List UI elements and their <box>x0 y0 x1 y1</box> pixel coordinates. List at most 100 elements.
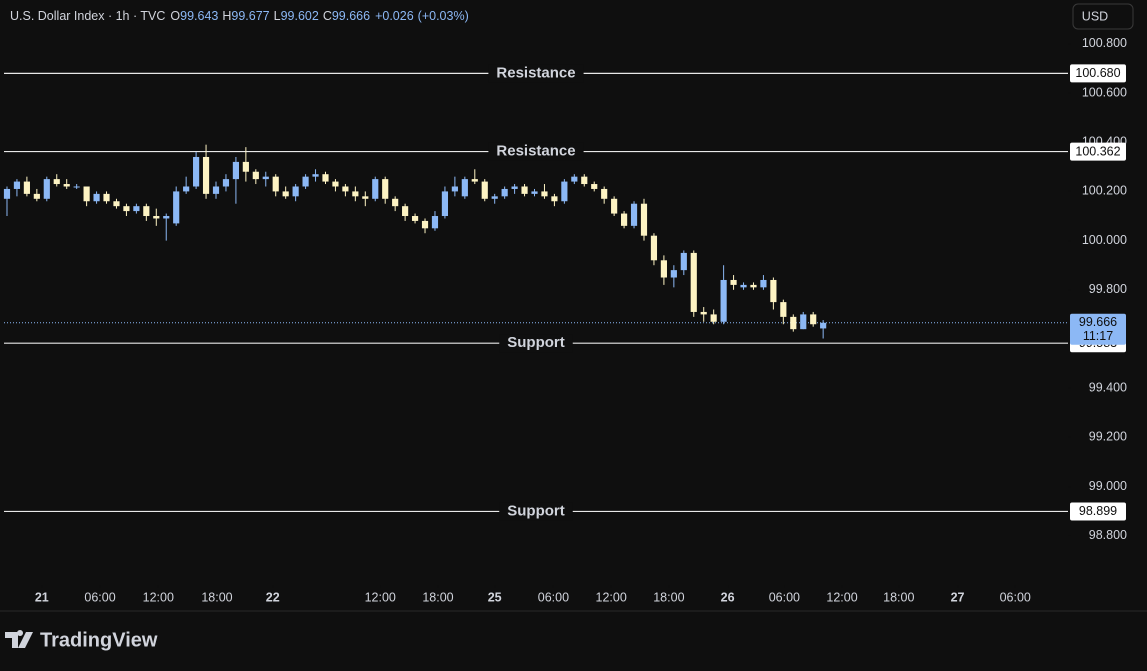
candle-body <box>73 186 80 188</box>
x-tick-label: 21 <box>35 590 49 604</box>
candle-body <box>591 184 598 189</box>
candle-body <box>531 191 538 194</box>
candle-body <box>720 279 727 322</box>
level-price-label: 98.899 <box>1079 504 1117 518</box>
candle-body <box>242 161 249 172</box>
level-price-box <box>1070 64 1126 83</box>
y-tick-label: 98.800 <box>1089 528 1127 542</box>
candle-body <box>441 191 449 217</box>
candle-body <box>760 279 767 288</box>
candle-body <box>810 314 817 325</box>
brand[interactable]: TradingView <box>5 629 158 651</box>
x-tick-label: 26 <box>721 590 735 604</box>
level-price-box <box>1070 502 1126 521</box>
candle-body <box>3 188 11 199</box>
x-tick-label: 18:00 <box>883 590 914 604</box>
level-name: Resistance <box>496 143 575 160</box>
level-name-bg <box>488 64 584 83</box>
x-tick-label: 12:00 <box>143 590 174 604</box>
x-tick-label: 06:00 <box>538 590 569 604</box>
level-price-label: 100.680 <box>1075 66 1120 80</box>
y-tick-label: 99.200 <box>1089 430 1127 444</box>
candle-body <box>372 179 379 199</box>
open-label: O <box>170 9 180 23</box>
y-tick-label: 99.800 <box>1089 282 1127 296</box>
y-tick-label: 100.000 <box>1082 233 1127 247</box>
candle-body <box>740 284 747 288</box>
candle-body <box>123 206 130 212</box>
x-tick-label: 06:00 <box>84 590 115 604</box>
candle-body <box>232 161 239 180</box>
y-tick-label: 99.400 <box>1089 381 1127 395</box>
x-tick-label: 12:00 <box>826 590 857 604</box>
change: +0.026 <box>375 9 414 23</box>
candle-body <box>133 206 140 212</box>
candle-body <box>163 216 170 219</box>
candle-body <box>640 203 648 236</box>
candle-body <box>392 198 399 207</box>
candle-body <box>402 206 409 217</box>
candle-body <box>382 179 389 199</box>
currency-button-frame[interactable] <box>1072 3 1134 30</box>
candle-body <box>113 201 120 207</box>
candle-body <box>630 203 638 226</box>
candle-body <box>700 311 707 315</box>
candle-body <box>431 216 439 229</box>
x-tick-label: 12:00 <box>365 590 396 604</box>
level-name-bg <box>499 502 573 521</box>
candle-body <box>352 191 359 197</box>
candle-body <box>521 186 528 194</box>
countdown: 11:17 <box>1083 329 1113 343</box>
high-label: H <box>222 9 231 23</box>
symbol: U.S. Dollar Index · 1h · TVC O99.643 H99.6… <box>10 9 469 23</box>
candle-body <box>501 188 508 197</box>
candle-body <box>561 181 568 202</box>
candle-body <box>362 196 369 199</box>
candle-body <box>193 156 200 187</box>
brand-logo[interactable] <box>5 629 33 648</box>
x-tick-label: 27 <box>951 590 965 604</box>
brand-name[interactable]: TradingView <box>40 629 158 651</box>
open-value: 99.643 <box>180 9 218 23</box>
candle-body <box>471 179 478 182</box>
low-label: L <box>274 9 281 23</box>
candle-body <box>541 191 548 197</box>
candle-body <box>730 279 737 285</box>
candle-body <box>93 193 100 202</box>
candle-body <box>272 176 279 192</box>
candle-body <box>451 186 458 192</box>
level-name: Resistance <box>496 64 575 81</box>
candle-body <box>611 198 618 214</box>
close-label: C <box>323 9 332 23</box>
candle-body <box>262 176 269 180</box>
level-name-bg <box>488 142 584 161</box>
candle-body <box>332 181 339 187</box>
currency-button[interactable]: USD <box>1072 3 1134 30</box>
candle-body <box>183 186 190 192</box>
level-name: Support <box>507 502 565 519</box>
candle-body <box>13 181 21 189</box>
last-price-label: 99.666 <box>1079 315 1117 329</box>
x-tick-label: 18:00 <box>422 590 453 604</box>
plot: 100.800100.600100.400100.200100.00099.80… <box>3 36 1127 604</box>
level-price-box <box>1070 142 1126 161</box>
high-value: 99.677 <box>231 9 269 23</box>
candle-body <box>461 179 468 197</box>
candle-body <box>292 186 299 197</box>
candle-body <box>650 235 658 261</box>
x-tick-label: 25 <box>488 590 502 604</box>
low-value: 99.602 <box>281 9 319 23</box>
candle-body <box>23 181 30 194</box>
x-tick-label: 18:00 <box>201 590 232 604</box>
candle-body <box>43 179 50 199</box>
candle-body <box>690 252 697 312</box>
candle-body <box>312 174 319 177</box>
currency-label[interactable]: USD <box>1082 9 1108 23</box>
candle-body <box>571 176 578 182</box>
candle-body <box>103 193 110 202</box>
x-tick-label: 06:00 <box>769 590 800 604</box>
x-tick-label: 06:00 <box>1000 590 1031 604</box>
x-tick-label: 22 <box>266 590 280 604</box>
